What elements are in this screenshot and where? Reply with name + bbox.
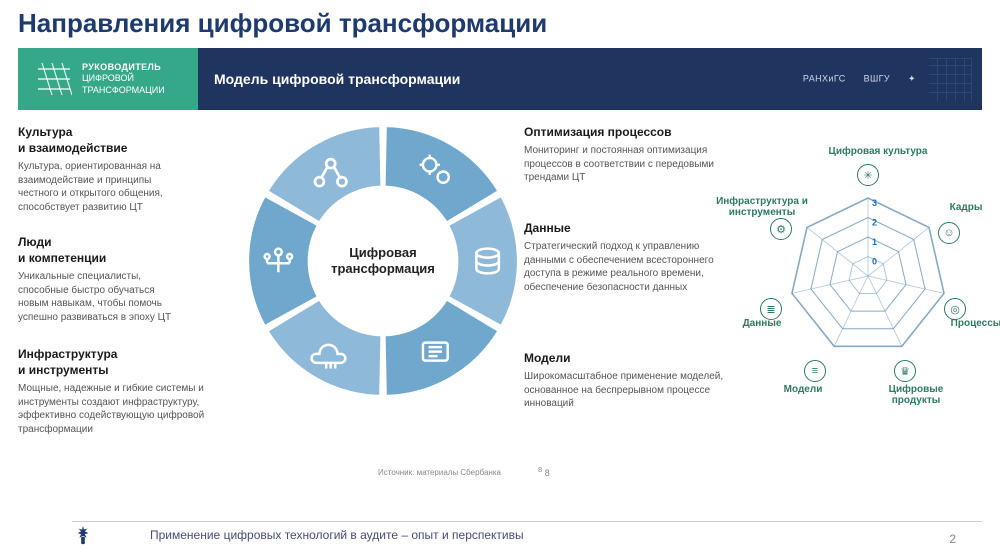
emblem-icon	[72, 524, 94, 546]
donut-center-label: Цифровая трансформация	[321, 245, 445, 278]
page-number: 2	[949, 532, 956, 546]
content-area: Культураи взаимодействие Культура, ориен…	[18, 120, 982, 508]
svg-text:0: 0	[872, 257, 877, 267]
banner: РУКОВОДИТЕЛЬ ЦИФРОВОЙ ТРАНСФОРМАЦИИ Моде…	[18, 48, 982, 110]
partner-logo-3: ✦	[908, 74, 916, 85]
desc-process: Оптимизация процессов Мониторинг и посто…	[524, 124, 714, 185]
radar-icon-6: ⚙	[770, 218, 792, 240]
desc-process-b: Мониторинг и постоянная оптимизация проц…	[524, 144, 714, 185]
radar-icon-4: ≡	[804, 360, 826, 382]
banner-logos: РАНХиГС ВШГУ ✦	[803, 74, 916, 85]
svg-text:3: 3	[872, 198, 877, 208]
radar-svg: 0 1 2 3	[758, 160, 978, 380]
desc-data-b: Стратегический подход к управлению данны…	[524, 240, 714, 294]
svg-text:2: 2	[872, 218, 877, 228]
page-title: Направления цифровой трансформации	[18, 8, 547, 39]
grid-icon	[36, 61, 72, 97]
desc-models-h: Модели	[524, 350, 744, 366]
desc-process-h: Оптимизация процессов	[524, 124, 714, 140]
partner-logo-2: ВШГУ	[864, 74, 890, 85]
desc-people-h: Людии компетенции	[18, 234, 186, 266]
radar-label-3: Цифровые продукты	[876, 384, 956, 406]
radar-label-5: Данные	[732, 318, 792, 329]
donut-chart: Цифровая трансформация	[248, 126, 518, 396]
partner-logo-1: РАНХиГС	[803, 74, 846, 85]
desc-people-b: Уникальные специалисты, способные быстро…	[18, 270, 186, 324]
radar-icon-1: ☺	[938, 222, 960, 244]
radar-label-6: Инфраструктура и инструменты	[714, 196, 810, 218]
desc-infra-h: Инфраструктураи инструменты	[18, 346, 228, 378]
desc-infra-b: Мощные, надежные и гибкие системы и инст…	[18, 382, 228, 436]
desc-models-b: Широкомасштабное применение моделей, осн…	[524, 370, 744, 411]
svg-text:1: 1	[872, 237, 877, 247]
desc-data-h: Данные	[524, 220, 714, 236]
desc-culture-h: Культураи взаимодействие	[18, 124, 186, 156]
banner-right-title: Модель цифровой трансформации	[214, 71, 460, 87]
radar-chart: 0123 Цифровая культура Кадры Процессы Ци…	[758, 160, 978, 460]
banner-left-l2: ЦИФРОВОЙ	[82, 73, 165, 84]
desc-models: Модели Широкомасштабное применение модел…	[524, 350, 744, 411]
slide: Направления цифровой трансформации РУКОВ…	[0, 0, 1000, 558]
desc-infra: Инфраструктураи инструменты Мощные, наде…	[18, 346, 228, 436]
radar-icon-5: ≣	[760, 298, 782, 320]
inner-page-8: 8 8	[538, 465, 550, 478]
radar-label-4: Модели	[768, 384, 838, 395]
banner-right: Модель цифровой трансформации РАНХиГС ВШ…	[198, 48, 982, 110]
desc-culture: Культураи взаимодействие Культура, ориен…	[18, 124, 186, 214]
footer: Применение цифровых технологий в аудите …	[72, 524, 524, 546]
banner-left-l1: РУКОВОДИТЕЛЬ	[82, 62, 165, 73]
radar-icon-0: ✳	[857, 164, 879, 186]
footer-text: Применение цифровых технологий в аудите …	[150, 528, 524, 542]
radar-icon-3: ♛	[894, 360, 916, 382]
desc-people: Людии компетенции Уникальные специалисты…	[18, 234, 186, 324]
footer-rule	[72, 521, 982, 522]
radar-label-1: Кадры	[936, 202, 996, 213]
banner-left: РУКОВОДИТЕЛЬ ЦИФРОВОЙ ТРАНСФОРМАЦИИ	[18, 48, 198, 110]
desc-data: Данные Стратегический подход к управлени…	[524, 220, 714, 294]
radar-icon-2: ◎	[944, 298, 966, 320]
desc-culture-b: Культура, ориентированная на взаимодейст…	[18, 160, 186, 214]
banner-left-text: РУКОВОДИТЕЛЬ ЦИФРОВОЙ ТРАНСФОРМАЦИИ	[82, 62, 165, 96]
source-note: Источник: материалы Сбербанка	[378, 468, 501, 477]
banner-left-l3: ТРАНСФОРМАЦИИ	[82, 85, 165, 96]
radar-label-0: Цифровая культура	[828, 146, 928, 157]
